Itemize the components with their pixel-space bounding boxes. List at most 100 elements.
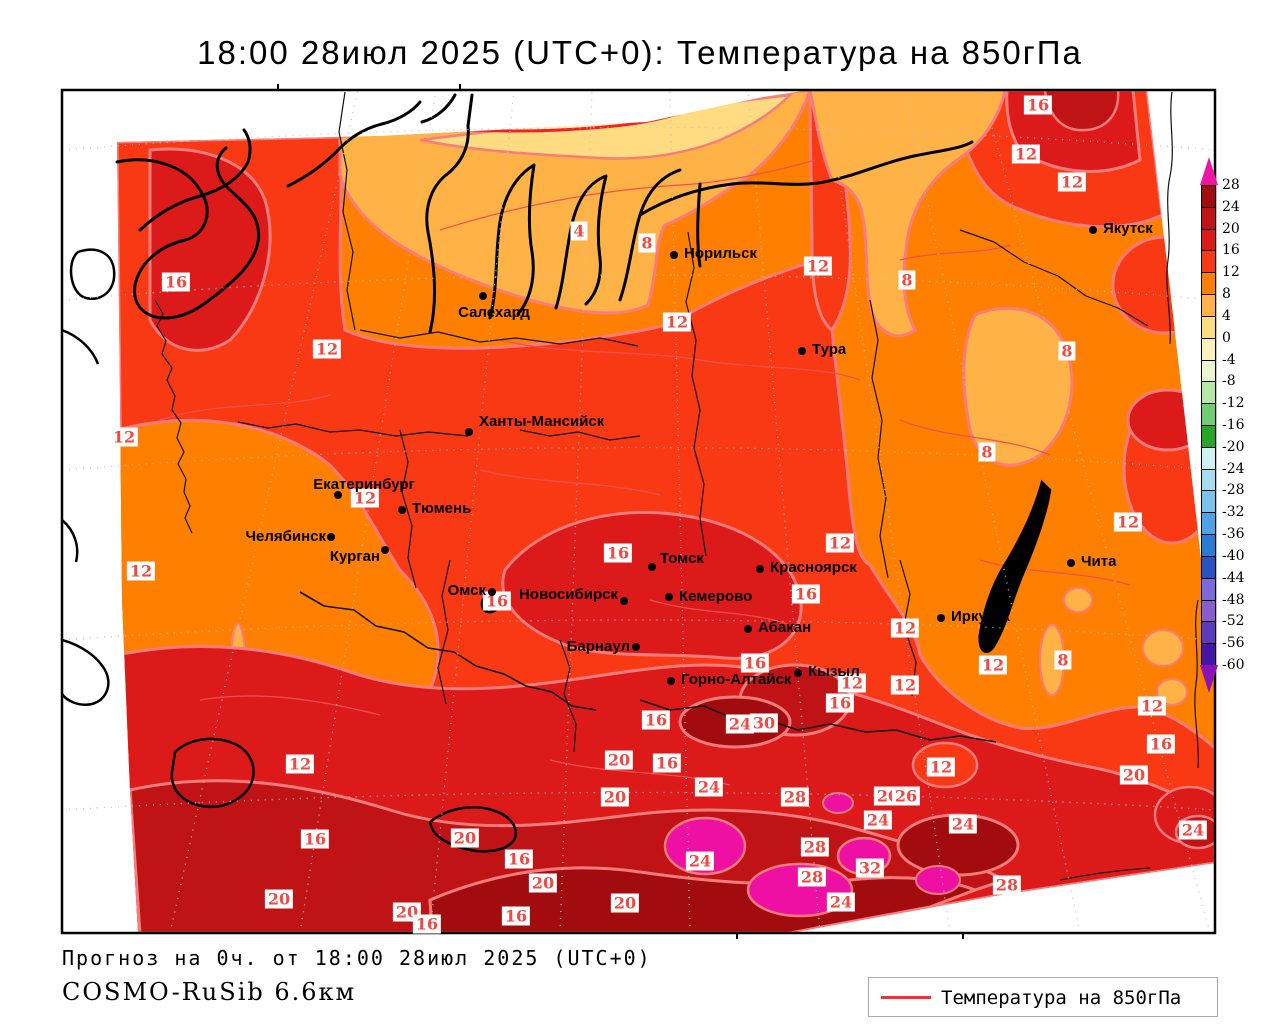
colorbar-cell: [1201, 555, 1216, 579]
city-marker: [398, 506, 406, 514]
colorbar-tick-label: -36: [1222, 526, 1245, 543]
colorbar-tick-label: -20: [1222, 438, 1245, 455]
city-marker: [381, 546, 389, 554]
contour-label: 12: [1057, 172, 1087, 192]
colorbar-tick-label: 20: [1222, 220, 1240, 237]
colorbar-tick-label: -16: [1222, 417, 1245, 434]
forecast-info-text: Прогноз на 0ч. от 18:00 28июл 2025 (UTC+…: [62, 946, 652, 970]
colorbar-tick-label: -52: [1222, 613, 1245, 630]
colorbar-tick-label: -12: [1222, 395, 1245, 412]
colorbar-tick-label: -60: [1222, 657, 1245, 674]
contour-label: 16: [1146, 734, 1176, 754]
legend-box: Температура на 850гПа: [868, 977, 1218, 1017]
graticule: [62, 90, 1215, 933]
city-label: Кемерово: [679, 588, 753, 605]
contour-label: 8: [978, 442, 996, 462]
city-label: Иркутск: [951, 608, 1010, 625]
city-marker: [937, 614, 945, 622]
city-marker: [488, 588, 496, 596]
contour-label: 12: [1137, 696, 1167, 716]
city-marker: [327, 533, 335, 541]
colorbar-tick-label: 4: [1222, 307, 1231, 324]
contour-label: 12: [109, 427, 139, 447]
city-label: Красноярск: [770, 559, 857, 576]
city-label: Якутск: [1103, 220, 1153, 237]
colorbar-cell: [1201, 490, 1216, 514]
city-label: Барнаул: [566, 638, 630, 655]
city-marker: [670, 251, 678, 259]
model-name-text: COSMO-RuSib 6.6км: [62, 978, 357, 1006]
colorbar-cell: [1201, 599, 1216, 623]
contour-label: 12: [803, 256, 833, 276]
contour-label: 28: [800, 837, 830, 857]
contour-label: 20: [264, 889, 294, 909]
city-label: Курган: [329, 548, 380, 565]
colorbar-tick-label: -4: [1222, 351, 1236, 368]
colorbar-cell: [1201, 294, 1216, 317]
contour-label: 16: [482, 591, 512, 611]
colorbar-cell: [1201, 359, 1216, 383]
colorbar-cell: [1201, 512, 1216, 536]
contour-label: 20: [450, 828, 480, 848]
city-label: Томск: [660, 550, 704, 567]
contour-label: 12: [1011, 144, 1041, 164]
national-borders: [299, 591, 997, 743]
legend-label: Температура на 850гПа: [941, 987, 1182, 1009]
contour-label: 8: [1058, 341, 1076, 361]
contour-label: 12: [126, 561, 156, 581]
colorbar-cell: [1201, 250, 1216, 274]
colorbar-cell: [1201, 403, 1216, 426]
city-label: Салехард: [458, 304, 530, 321]
contour-label: 24: [826, 892, 856, 912]
colorbar-cell: [1201, 206, 1216, 230]
city-label: Челябинск: [245, 528, 326, 545]
city-label: Тюмень: [412, 500, 472, 517]
colorbar-cell: [1201, 534, 1216, 557]
contour-label: 24: [948, 814, 978, 834]
city-label: Кызыл: [808, 663, 860, 680]
geography-layer: [62, 90, 1215, 933]
city-label: Ханты-Мансийск: [479, 413, 605, 430]
contour-label: 20: [610, 893, 640, 913]
contour-label: 16: [641, 710, 671, 730]
contour-label: 16: [300, 829, 330, 849]
contour-label: 16: [1023, 95, 1053, 115]
city-marker: [667, 677, 675, 685]
city-label: Новосибирск: [518, 586, 618, 603]
city-marker: [632, 643, 640, 651]
contour-label: 20: [604, 750, 634, 770]
contour-label: 28: [992, 875, 1022, 895]
colorbar-cell: [1201, 272, 1216, 296]
colorbar-tick-label: 12: [1222, 264, 1240, 281]
colorbar-tick-label: 24: [1222, 198, 1240, 215]
colorbar-cell: [1201, 315, 1216, 339]
contour-label: 24: [725, 714, 755, 734]
city-label: Абакан: [758, 619, 812, 636]
colorbar-tick-label: -24: [1222, 460, 1245, 477]
admin-borders: [154, 91, 1199, 881]
contour-label: 8: [638, 233, 656, 253]
city-marker: [665, 593, 673, 601]
city-marker: [479, 292, 487, 300]
colorbar-tick-label: -44: [1222, 569, 1245, 586]
frame-ticks: [277, 84, 964, 939]
contour-label: 16: [412, 914, 442, 934]
contour-label: 12: [837, 673, 867, 693]
city-label: Тура: [812, 341, 847, 358]
colorbar-tick-label: 16: [1222, 242, 1240, 259]
city-marker: [620, 597, 628, 605]
contour-label: 12: [890, 618, 920, 638]
lake-baikal: [978, 479, 1052, 653]
contour-label: 24: [685, 851, 715, 871]
contour-label: 16: [791, 584, 821, 604]
contour-label: 12: [662, 312, 692, 332]
colorbar-cell: [1201, 468, 1216, 492]
city-label: Екатеринбург: [313, 476, 415, 493]
colorbar-tick-label: -32: [1222, 504, 1245, 521]
contour-label: 20: [1119, 765, 1149, 785]
contour-label: 30: [749, 713, 779, 733]
contour-label: 20: [600, 787, 630, 807]
colorbar-tick-label: -8: [1222, 373, 1236, 390]
contour-label: 16: [652, 753, 682, 773]
colorbar-cell: [1201, 228, 1216, 252]
